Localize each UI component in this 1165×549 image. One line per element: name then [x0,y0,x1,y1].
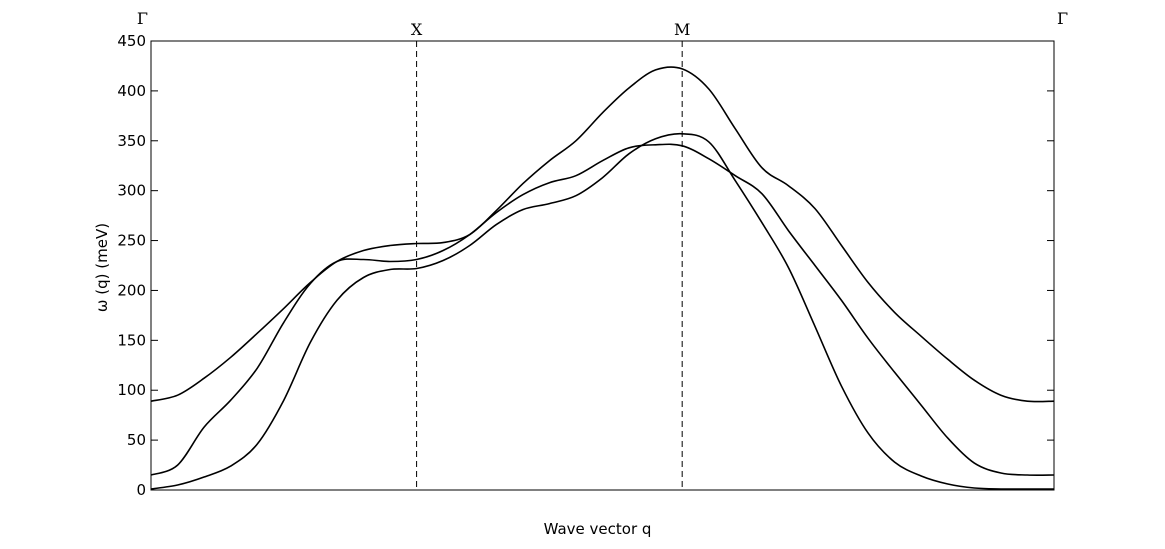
y-tick-label: 350 [117,132,146,150]
y-tick-label: 400 [117,82,146,100]
dispersion-branch-1 [150,66,1055,403]
symmetry-point-label: M [674,20,690,39]
y-tick-label: 100 [117,381,146,399]
y-tick-label: 150 [117,331,146,349]
y-tick-label: 450 [117,32,146,50]
symmetry-point-label: X [411,20,423,39]
symmetry-point-label: Γ [1057,9,1068,28]
y-tick-label: 200 [117,281,146,299]
plot-frame [150,40,1055,491]
y-tick-label: 50 [127,431,146,449]
x-axis-label: Wave vector q [544,520,652,538]
y-tick-label: 250 [117,232,146,250]
dispersion-branch-2 [150,143,1055,476]
y-tick-label: 300 [117,182,146,200]
dispersion-branch-3 [150,132,1054,490]
y-axis-label: ω (q) (meV) [93,223,111,312]
symmetry-point-label: Γ [137,9,148,28]
y-tick-label: 0 [136,481,146,499]
